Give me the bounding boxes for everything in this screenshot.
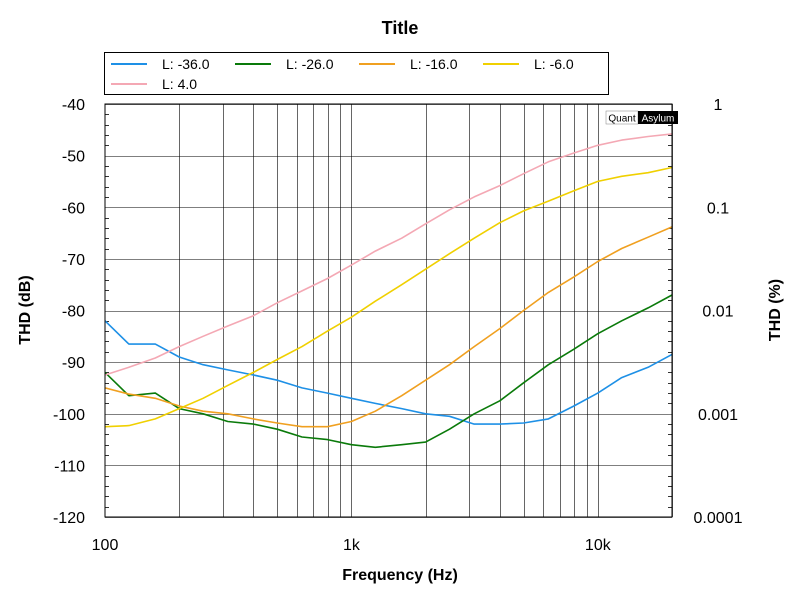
x-axis-label: Frequency (Hz) xyxy=(342,567,458,584)
x-tick-label: 100 xyxy=(92,537,119,554)
quantasylum-badge: Quant Asylum xyxy=(605,110,678,125)
y-axis-label: THD (dB) xyxy=(17,275,34,344)
legend-label-3: L: -16.0 xyxy=(410,56,458,72)
y2-tick-label: 1 xyxy=(714,97,723,114)
y2-tick-label: 0.1 xyxy=(707,200,729,217)
tick-marks xyxy=(105,114,672,508)
legend-box xyxy=(104,52,609,95)
legend: L: -36.0 L: -26.0 L: -16.0 L: -6.0 L: 4.0 xyxy=(104,52,609,95)
y-tick-label: -60 xyxy=(62,200,85,217)
series-line-4 xyxy=(104,166,673,428)
series-line-5 xyxy=(104,133,673,376)
x-tick-labels: 100 1k 10k xyxy=(92,537,612,554)
legend-label-5: L: 4.0 xyxy=(162,76,197,92)
y-tick-label: -80 xyxy=(62,304,85,321)
y-tick-label: -110 xyxy=(54,458,85,475)
badge-text-asylum: Asylum xyxy=(642,114,675,125)
badge-right-bg xyxy=(638,111,678,124)
y-tick-label: -50 xyxy=(62,149,85,166)
series-line-3 xyxy=(104,226,673,428)
grid xyxy=(105,104,673,518)
y-tick-labels: -40 -50 -60 -70 -80 -90 -100 -110 -120 xyxy=(53,97,85,527)
x-tick-label: 10k xyxy=(585,537,612,554)
series-line-1 xyxy=(104,320,673,425)
y2-tick-label: 0.0001 xyxy=(694,510,743,527)
y-tick-label: -120 xyxy=(53,510,85,527)
y2-tick-label: 0.01 xyxy=(702,304,733,321)
plot-frame xyxy=(104,103,673,518)
y-tick-label: -90 xyxy=(62,355,85,372)
y2-axis-label: THD (%) xyxy=(767,279,784,341)
series-lines xyxy=(104,133,673,449)
y-tick-label: -40 xyxy=(62,97,85,114)
x-tick-label: 1k xyxy=(343,537,361,554)
y2-tick-labels: 1 0.1 0.01 0.001 0.0001 xyxy=(694,97,743,527)
y-tick-label: -100 xyxy=(53,407,85,424)
legend-label-1: L: -36.0 xyxy=(162,56,210,72)
badge-text-quant: Quant xyxy=(608,114,635,125)
y2-tick-label: 0.001 xyxy=(698,407,738,424)
y-tick-label: -70 xyxy=(62,252,85,269)
legend-label-4: L: -6.0 xyxy=(534,56,574,72)
chart-title: Title xyxy=(382,18,419,38)
series-line-2 xyxy=(104,294,673,449)
legend-label-2: L: -26.0 xyxy=(286,56,334,72)
